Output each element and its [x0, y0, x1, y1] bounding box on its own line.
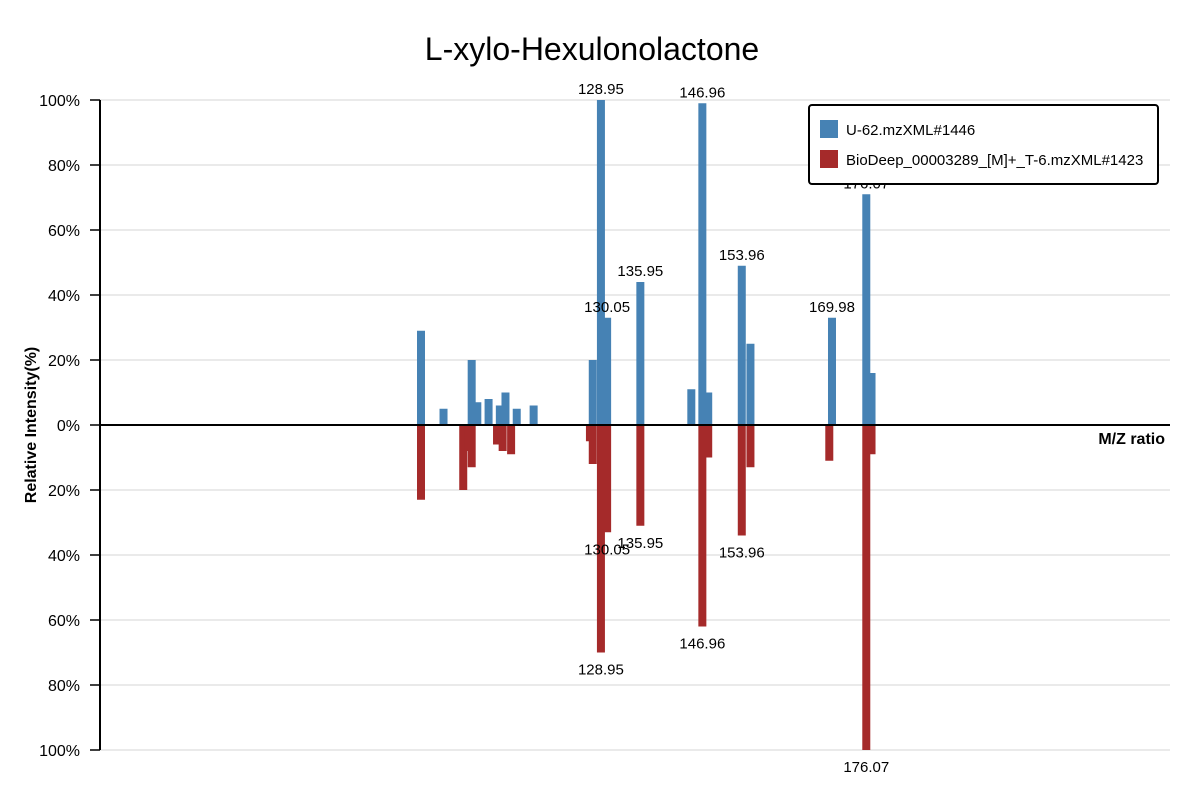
- legend: U-62.mzXML#1446 BioDeep_00003289_[M]+_T-…: [808, 104, 1159, 185]
- y-tick-label: 20%: [48, 483, 80, 500]
- bar-bottom: [493, 425, 502, 445]
- chart-title: L-xylo-Hexulonolactone: [425, 31, 759, 67]
- bar-top: [473, 402, 482, 425]
- peak-label-bottom: 135.95: [617, 535, 663, 552]
- bar-top: [636, 282, 645, 425]
- bar-top: [737, 265, 746, 425]
- bar-top: [704, 392, 713, 425]
- legend-swatch-bottom-series: [820, 150, 838, 168]
- bar-bottom: [698, 425, 707, 627]
- bar-top: [467, 360, 476, 425]
- bar-top: [698, 103, 707, 425]
- y-tick-label: 40%: [48, 548, 80, 565]
- bar-bottom: [746, 425, 755, 468]
- peak-labels: 128.95130.05135.95146.96153.96169.98176.…: [578, 81, 889, 776]
- bar-bottom: [867, 425, 876, 455]
- bar-top: [867, 373, 876, 425]
- bar-top: [512, 408, 521, 425]
- bar-bottom: [737, 425, 746, 536]
- bar-top: [501, 392, 510, 425]
- bar-top: [746, 343, 755, 425]
- bar-bottom: [862, 425, 871, 750]
- y-axis-label: Relative Intensity(%): [23, 347, 40, 503]
- legend-swatch-top-series: [820, 120, 838, 138]
- y-tick-labels: 100% 80% 60% 40% 20% 0% 20% 40% 60% 80% 100%: [39, 93, 100, 760]
- peak-label-top: 130.05: [584, 299, 630, 316]
- axes: [99, 100, 1170, 750]
- y-tick-label: 60%: [48, 613, 80, 630]
- bar-top: [484, 399, 493, 425]
- bar-top: [827, 317, 836, 425]
- peak-label-top: 169.98: [809, 299, 855, 316]
- peak-label-top: 135.95: [617, 263, 663, 280]
- peak-label-bottom: 128.95: [578, 662, 624, 679]
- y-tick-label: 100%: [39, 93, 80, 110]
- y-tick-label: 40%: [48, 288, 80, 305]
- legend-label-top-series: U-62.mzXML#1446: [846, 122, 975, 139]
- bar-bottom: [467, 425, 476, 468]
- bar-bottom: [636, 425, 645, 526]
- bar-bottom: [603, 425, 612, 533]
- peak-label-bottom: 146.96: [679, 636, 725, 653]
- peak-label-bottom: 130.05: [584, 541, 630, 558]
- bar-bottom: [459, 425, 468, 490]
- y-tick-label: 80%: [48, 678, 80, 695]
- bottom-series-bars: [417, 425, 876, 750]
- bar-top: [862, 194, 871, 425]
- bar-top: [596, 100, 605, 425]
- peak-label-top: 153.96: [719, 247, 765, 264]
- y-tick-label: 20%: [48, 353, 80, 370]
- peak-label-bottom: 153.96: [719, 545, 765, 562]
- y-tick-label: 80%: [48, 158, 80, 175]
- legend-label-bottom-series: BioDeep_00003289_[M]+_T-6.mzXML#1423: [846, 152, 1143, 169]
- bar-bottom: [507, 425, 516, 455]
- peak-label-bottom: 176.07: [843, 759, 889, 776]
- bar-top: [439, 408, 448, 425]
- legend-box: [808, 104, 1159, 185]
- bar-bottom: [417, 425, 425, 500]
- bar-top: [529, 405, 538, 425]
- top-series-bars: [417, 100, 876, 425]
- y-tick-label: 60%: [48, 223, 80, 240]
- x-axis-label: M/Z ratio: [1098, 431, 1165, 448]
- bar-top: [495, 405, 504, 425]
- y-tick-label: 100%: [39, 743, 80, 760]
- bar-top: [417, 330, 425, 425]
- peak-label-top: 146.96: [679, 84, 725, 101]
- bar-bottom: [596, 425, 605, 653]
- bar-top: [588, 360, 597, 425]
- bar-bottom: [588, 425, 597, 464]
- bar-top: [603, 317, 612, 425]
- bar-top: [687, 389, 696, 425]
- peak-label-top: 128.95: [578, 81, 624, 98]
- bar-bottom: [825, 425, 834, 461]
- bar-bottom: [704, 425, 713, 458]
- y-tick-label: 0%: [57, 418, 80, 435]
- bar-bottom: [498, 425, 507, 451]
